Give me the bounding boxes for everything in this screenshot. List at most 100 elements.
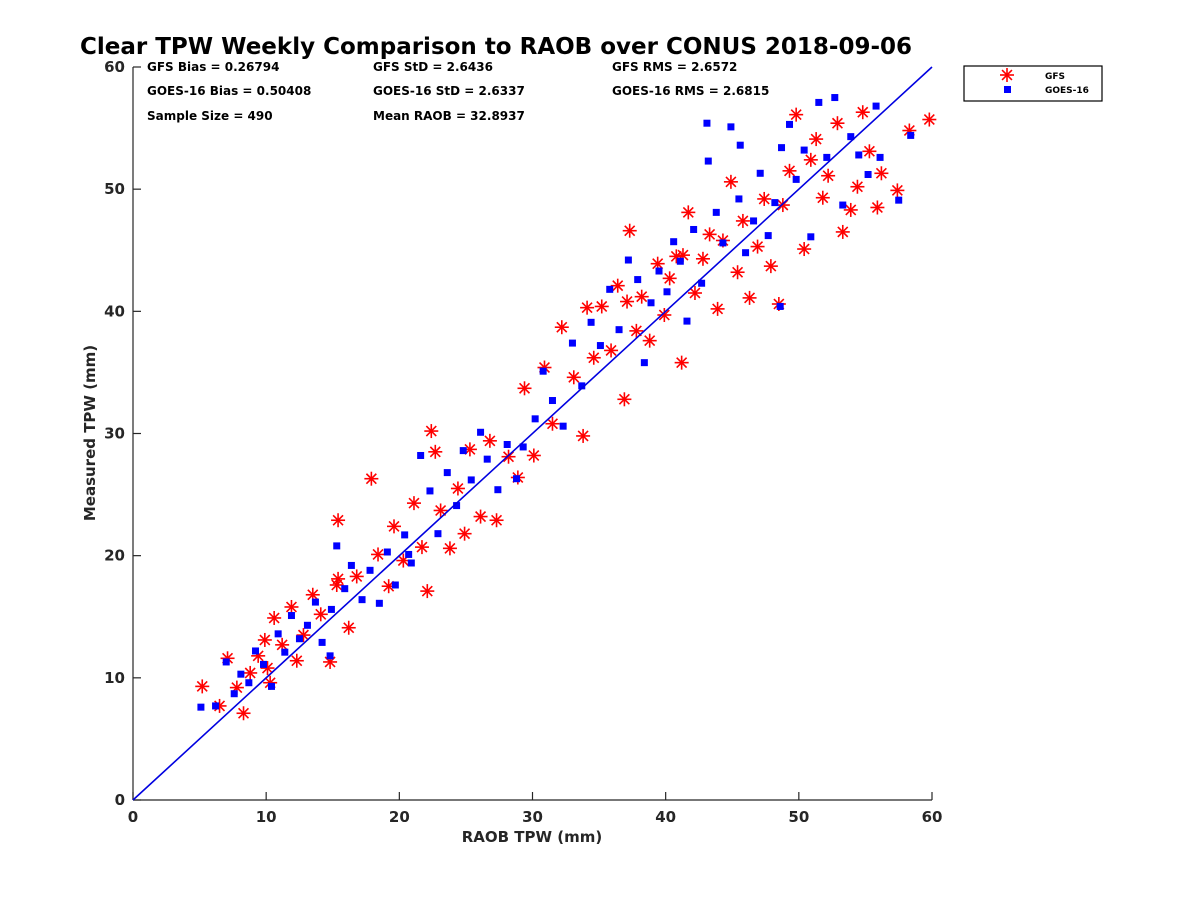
- gfs-point: [433, 503, 448, 518]
- gfs-point: [782, 163, 797, 178]
- goes16-point: [513, 475, 521, 483]
- gfs-point: [566, 370, 581, 385]
- gfs-point: [809, 132, 824, 147]
- x-tick-label: 20: [389, 808, 410, 826]
- goes16-point: [531, 415, 539, 423]
- gfs-point: [450, 481, 465, 496]
- goes16-point: [815, 98, 823, 106]
- goes16-point: [391, 581, 399, 589]
- one-to-one-line: [132, 66, 933, 801]
- goes16-point: [847, 133, 855, 141]
- goes16-point: [237, 670, 245, 678]
- x-tick-label: 60: [922, 808, 943, 826]
- goes16-point: [831, 94, 839, 102]
- x-ticks: 0 10 20 30 40 50 60: [128, 792, 943, 826]
- gfs-point: [789, 107, 804, 122]
- gfs-point: [830, 116, 845, 131]
- gfs-point: [750, 239, 765, 254]
- goes16-point: [407, 559, 415, 567]
- goes-rms-text: GOES-16 RMS = 2.6815: [612, 84, 769, 98]
- legend-gfs-marker: [1000, 68, 1014, 82]
- gfs-point: [284, 599, 299, 614]
- goes16-point: [539, 367, 547, 375]
- gfs-point: [763, 259, 778, 274]
- gfs-point: [341, 620, 356, 635]
- gfs-point: [702, 227, 717, 242]
- x-tick-label: 30: [522, 808, 543, 826]
- goes16-point: [274, 630, 282, 638]
- gfs-point: [387, 519, 402, 534]
- goes16-point: [735, 195, 743, 203]
- gfs-point: [723, 174, 738, 189]
- goes16-point: [327, 605, 335, 613]
- goes16-point: [519, 443, 527, 451]
- gfs-point: [406, 496, 421, 511]
- gfs-point: [870, 200, 885, 215]
- y-axis-label: Measured TPW (mm): [81, 345, 99, 521]
- goes16-point: [303, 621, 311, 629]
- gfs-point: [420, 584, 435, 599]
- gfs-point: [687, 286, 702, 301]
- gfs-point: [586, 350, 601, 365]
- goes16-point: [197, 703, 205, 711]
- goes16-point: [358, 596, 366, 604]
- goes16-point: [459, 447, 467, 455]
- mean-raob-text: Mean RAOB = 32.8937: [373, 109, 525, 123]
- goes16-point: [477, 428, 485, 436]
- gfs-point: [243, 665, 258, 680]
- goes16-point: [417, 451, 425, 459]
- goes16-point: [624, 256, 632, 264]
- goes16-point: [333, 542, 341, 550]
- gfs-point: [835, 224, 850, 239]
- gfs-point: [364, 471, 379, 486]
- gfs-point: [414, 540, 429, 555]
- gfs-point: [695, 251, 710, 266]
- legend: GFS GOES-16: [963, 65, 1103, 102]
- gfs-point: [850, 179, 865, 194]
- goes16-point: [690, 225, 698, 233]
- gfs-point: [862, 144, 877, 159]
- gfs-point: [489, 513, 504, 528]
- goes16-point: [907, 131, 915, 139]
- goes16-point: [375, 599, 383, 607]
- gfs-point: [922, 112, 937, 127]
- goes16-point: [252, 647, 260, 655]
- gfs-point: [349, 569, 364, 584]
- gfs-point: [855, 105, 870, 120]
- y-ticks: 0 10 20 30 40 50 60: [104, 58, 141, 809]
- goes16-point: [326, 652, 334, 660]
- stats-block: GFS Bias = 0.26794 GOES-16 Bias = 0.5040…: [147, 60, 769, 123]
- gfs-point: [526, 448, 541, 463]
- gfs-point: [313, 607, 328, 622]
- gfs-point: [517, 381, 532, 396]
- x-tick-label: 40: [655, 808, 676, 826]
- gfs-point: [428, 444, 443, 459]
- gfs-point: [267, 610, 282, 625]
- goes16-point: [792, 175, 800, 183]
- goes16-point: [383, 548, 391, 556]
- x-axis-label: RAOB TPW (mm): [462, 828, 603, 846]
- goes16-point: [483, 455, 491, 463]
- y-tick-label: 0: [115, 791, 125, 809]
- gfs-point: [629, 323, 644, 338]
- gfs-point: [473, 509, 488, 524]
- gfs-rms-text: GFS RMS = 2.6572: [612, 60, 737, 74]
- goes-bias-text: GOES-16 Bias = 0.50408: [147, 84, 311, 98]
- goes16-point: [776, 302, 784, 310]
- gfs-point: [803, 152, 818, 167]
- goes16-point: [596, 342, 604, 350]
- goes16-point: [434, 530, 442, 538]
- gfs-point: [730, 265, 745, 280]
- goes16-point: [727, 123, 735, 131]
- goes16-point: [405, 550, 413, 558]
- y-tick-label: 20: [104, 547, 125, 565]
- goes16-point: [712, 208, 720, 216]
- goes16-point: [872, 102, 880, 110]
- goes16-point: [311, 598, 319, 606]
- gfs-point: [331, 513, 346, 528]
- gfs-point: [642, 333, 657, 348]
- gfs-bias-text: GFS Bias = 0.26794: [147, 60, 279, 74]
- goes16-point: [719, 239, 727, 247]
- gfs-point: [482, 433, 497, 448]
- goes16-point: [864, 171, 872, 179]
